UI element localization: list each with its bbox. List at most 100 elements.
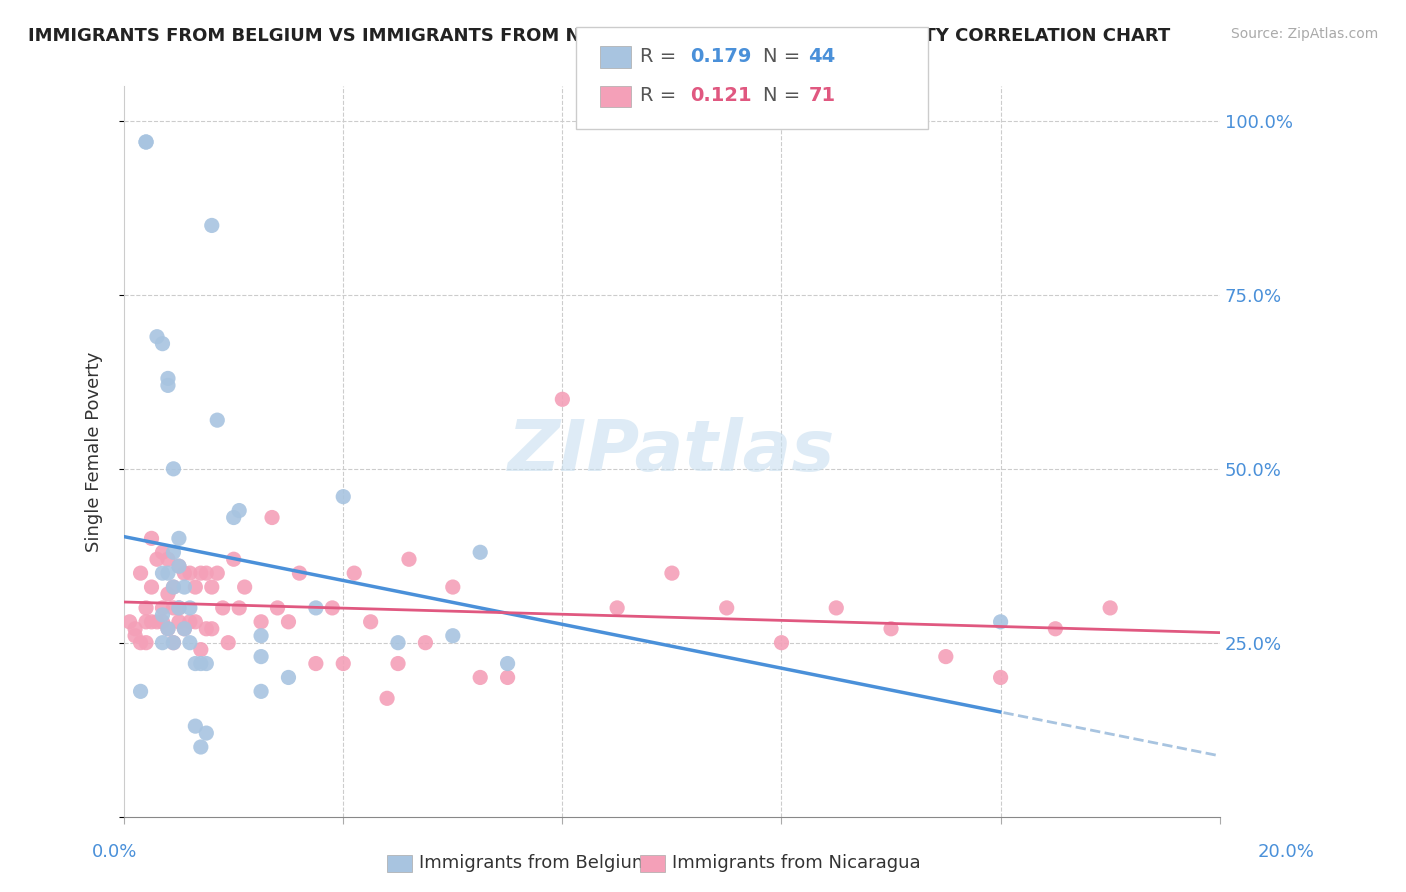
Point <box>228 503 250 517</box>
Text: 0.179: 0.179 <box>690 46 752 66</box>
Point <box>179 566 201 581</box>
Point <box>266 601 288 615</box>
Point <box>217 635 239 649</box>
Point <box>195 622 218 636</box>
Point <box>162 580 184 594</box>
Text: 44: 44 <box>808 46 835 66</box>
Point <box>129 684 152 698</box>
Point <box>179 615 201 629</box>
Point <box>288 566 311 581</box>
Point <box>141 615 163 629</box>
Text: Immigrants from Nicaragua: Immigrants from Nicaragua <box>672 855 921 872</box>
Point <box>146 329 169 343</box>
Point <box>321 601 343 615</box>
Point <box>129 566 152 581</box>
Point <box>167 601 190 615</box>
Text: R =: R = <box>640 46 682 66</box>
Text: N =: N = <box>763 86 807 105</box>
Point <box>233 580 256 594</box>
Text: 0.0%: 0.0% <box>91 843 136 861</box>
Point <box>228 601 250 615</box>
Point <box>167 615 190 629</box>
Point <box>880 622 903 636</box>
Text: N =: N = <box>763 46 807 66</box>
Point <box>716 601 738 615</box>
Point <box>441 629 464 643</box>
Point <box>135 615 157 629</box>
Point <box>118 615 141 629</box>
Point <box>190 657 212 671</box>
Point <box>935 649 957 664</box>
Point <box>156 587 179 601</box>
Point <box>375 691 398 706</box>
Point <box>470 670 492 684</box>
Point <box>606 601 628 615</box>
Point <box>195 657 218 671</box>
Point <box>387 635 409 649</box>
Point <box>167 601 190 615</box>
Point <box>152 601 174 615</box>
Point <box>156 378 179 392</box>
Point <box>990 670 1012 684</box>
Point <box>173 566 195 581</box>
Point <box>152 566 174 581</box>
Point <box>179 601 201 615</box>
Point <box>156 622 179 636</box>
Point <box>152 635 174 649</box>
Point <box>207 413 229 427</box>
Point <box>162 580 184 594</box>
Point <box>152 336 174 351</box>
Point <box>179 635 201 649</box>
Point <box>162 635 184 649</box>
Point <box>152 545 174 559</box>
Point <box>190 739 212 754</box>
Point <box>184 719 207 733</box>
Point <box>250 629 273 643</box>
Point <box>141 580 163 594</box>
Point <box>124 629 146 643</box>
Point <box>250 615 273 629</box>
Text: 20.0%: 20.0% <box>1258 843 1315 861</box>
Point <box>201 219 224 233</box>
Text: ZIPatlas: ZIPatlas <box>508 417 835 486</box>
Point <box>195 566 218 581</box>
Point <box>135 635 157 649</box>
Point <box>661 566 683 581</box>
Y-axis label: Single Female Poverty: Single Female Poverty <box>86 351 103 551</box>
Point <box>496 670 519 684</box>
Point <box>162 545 184 559</box>
Point <box>146 552 169 566</box>
Point <box>770 635 793 649</box>
Point <box>162 462 184 476</box>
Point <box>825 601 848 615</box>
Point <box>201 580 224 594</box>
Point <box>146 615 169 629</box>
Point <box>360 615 382 629</box>
Point <box>167 532 190 546</box>
Point <box>207 566 229 581</box>
Text: Immigrants from Belgium: Immigrants from Belgium <box>419 855 650 872</box>
Point <box>398 552 420 566</box>
Point <box>152 615 174 629</box>
Point <box>332 657 354 671</box>
Point <box>201 622 224 636</box>
Text: R =: R = <box>640 86 682 105</box>
Point <box>387 657 409 671</box>
Point <box>135 601 157 615</box>
Point <box>305 657 328 671</box>
Point <box>184 657 207 671</box>
Point <box>167 559 190 574</box>
Point <box>1045 622 1067 636</box>
Point <box>141 532 163 546</box>
Point <box>156 552 179 566</box>
Point <box>135 135 157 149</box>
Point <box>173 580 195 594</box>
Point <box>152 607 174 622</box>
Point <box>135 135 157 149</box>
Point <box>277 670 299 684</box>
Point <box>184 580 207 594</box>
Point <box>222 552 245 566</box>
Point <box>184 615 207 629</box>
Point <box>162 635 184 649</box>
Point <box>222 510 245 524</box>
